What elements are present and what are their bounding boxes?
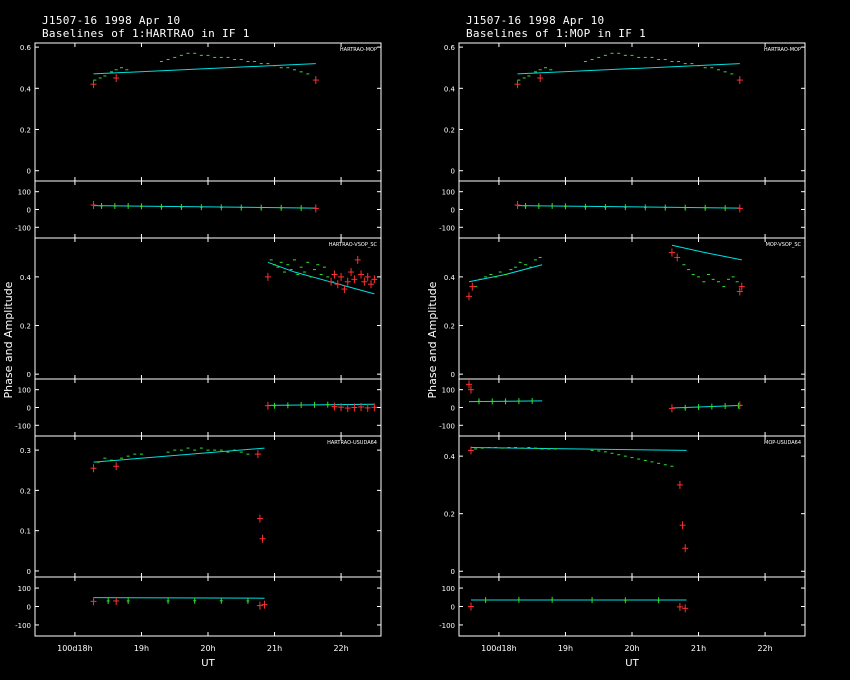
p1-b1-amp-ytick-label: 0.4 (444, 274, 456, 282)
p0-b0-amp-ytick-label: 0.2 (20, 127, 31, 135)
p0-b1-phase-model-line (267, 403, 375, 406)
p1-b0-phase-ytick-label: -100 (439, 224, 455, 232)
p1-b1-amp-model-line (671, 244, 742, 261)
right-title: J1507-16 1998 Apr 10 (466, 14, 605, 27)
p1-b1-phase-ytick-label: -100 (439, 422, 455, 430)
p0-b2-amp-frame (34, 435, 382, 578)
p1-xtick-label: 20h (624, 644, 639, 653)
p1-xtick-label: 19h (558, 644, 573, 653)
p0-b0-phase-ytick-label: 0 (27, 207, 31, 215)
p1-xtick-label: 21h (691, 644, 706, 653)
p0-b2-phase-ytick-label: 0 (27, 604, 31, 612)
p1-b2-amp-ytick-label: 0.4 (444, 453, 456, 461)
left-title: J1507-16 1998 Apr 10 (42, 14, 181, 27)
p0-b0-amp-ytick-label: 0 (27, 168, 31, 176)
p0-b2-phase-frame (34, 576, 382, 637)
p0-b0-amp-frame (34, 42, 382, 182)
p1-b2-amp-ytick-label: 0.2 (444, 511, 455, 519)
p0-b0-phase-ytick-label: -100 (15, 224, 31, 232)
p1-b2-amp-ytick-label: 0 (451, 568, 455, 576)
p0-baseline-name-2: HARTRAO-USUDA64 (327, 440, 377, 446)
p0-b2-phase-model-line (93, 597, 265, 599)
p0-b0-amp-ytick-label: 0.4 (20, 85, 32, 93)
p0-b1-phase-frame (34, 378, 382, 437)
p0-b1-phase-ytick-label: -100 (15, 422, 31, 430)
p0-yaxis-label: Phase and Amplitude (2, 281, 15, 398)
p1-b2-amp-model-line (470, 447, 687, 451)
p1-b0-phase-ytick-label: 100 (442, 189, 455, 197)
p0-xtick-label: 19h (134, 644, 149, 653)
p0-b0-amp-ytick-label: 0.6 (20, 44, 32, 52)
p1-b0-phase-model-line (517, 205, 740, 209)
p0-b2-amp-ytick-label: 0.2 (20, 487, 31, 495)
p0-baseline-name-0: HARTRAO-MOP (340, 47, 377, 53)
p1-b0-amp-ytick-label: 0.6 (444, 44, 456, 52)
p1-baseline-name-2: MOP-USUDA64 (764, 440, 801, 446)
p0-b2-amp-ytick-label: 0.1 (20, 528, 31, 536)
p0-xtick-label: 20h (200, 644, 215, 653)
p0-b0-amp-model-line (93, 63, 316, 75)
p1-b2-phase-frame (458, 576, 806, 637)
p0-b1-amp-ytick-label: 0.4 (20, 274, 32, 282)
p1-xtick-label: 100d18h (481, 644, 517, 653)
p0-b2-amp-ytick-label: 0 (27, 568, 31, 576)
p1-b0-phase-frame (458, 180, 806, 239)
p1-b1-phase-frame (458, 378, 806, 437)
p1-xaxis-label: UT (625, 658, 639, 669)
left-subtitle: Baselines of 1:HARTRAO in IF 1 (42, 27, 250, 40)
p0-xaxis-label: UT (201, 658, 215, 669)
p0-b1-amp-ytick-label: 0.2 (20, 323, 31, 331)
right-subtitle: Baselines of 1:MOP in IF 1 (466, 27, 646, 40)
p1-b0-amp-ytick-label: 0.2 (444, 127, 455, 135)
p0-b2-phase-ytick-label: -100 (15, 622, 31, 630)
p1-b0-amp-ytick-label: 0.4 (444, 85, 456, 93)
p0-b1-phase-ytick-label: 0 (27, 405, 31, 413)
p1-baseline-name-1: MOP-VSOP_SC (766, 242, 802, 248)
p1-b1-amp-ytick-label: 0 (451, 371, 455, 379)
p1-b1-phase-ytick-label: 100 (442, 387, 455, 395)
p0-b2-amp-model-line (93, 447, 265, 463)
p1-b1-phase-ytick-label: 0 (451, 405, 455, 413)
p1-b1-phase-model-line (671, 404, 742, 409)
p0-b2-phase-ytick-label: 100 (18, 585, 31, 593)
p1-baseline-name-0: HARTRAO-MOP (764, 47, 801, 53)
p0-b0-phase-model-line (93, 205, 316, 209)
p0-b0-phase-frame (34, 180, 382, 239)
p0-xtick-label: 22h (333, 644, 348, 653)
p1-b2-phase-ytick-label: 0 (451, 604, 455, 612)
p1-b0-amp-frame (458, 42, 806, 182)
p0-baseline-name-1: HARTRAO-VSOP_SC (329, 242, 378, 248)
p0-b1-amp-ytick-label: 0 (27, 371, 31, 379)
p1-b2-phase-ytick-label: -100 (439, 622, 455, 630)
p1-xtick-label: 22h (757, 644, 772, 653)
p1-yaxis-label: Phase and Amplitude (426, 281, 439, 398)
p0-b2-amp-ytick-label: 0.3 (20, 447, 31, 455)
p0-b1-phase-ytick-label: 100 (18, 387, 31, 395)
p1-b2-phase-ytick-label: 100 (442, 585, 455, 593)
p1-b1-amp-frame (458, 237, 806, 380)
p0-xtick-label: 100d18h (57, 644, 93, 653)
p1-b1-amp-ytick-label: 0.2 (444, 323, 455, 331)
p0-xtick-label: 21h (267, 644, 282, 653)
p1-b0-phase-ytick-label: 0 (451, 207, 455, 215)
p0-b0-phase-ytick-label: 100 (18, 189, 31, 197)
p0-b1-amp-model-line (267, 261, 375, 295)
p0-b1-amp-frame (34, 237, 382, 380)
p1-b0-amp-ytick-label: 0 (451, 168, 455, 176)
p1-b0-amp-model-line (517, 63, 740, 75)
